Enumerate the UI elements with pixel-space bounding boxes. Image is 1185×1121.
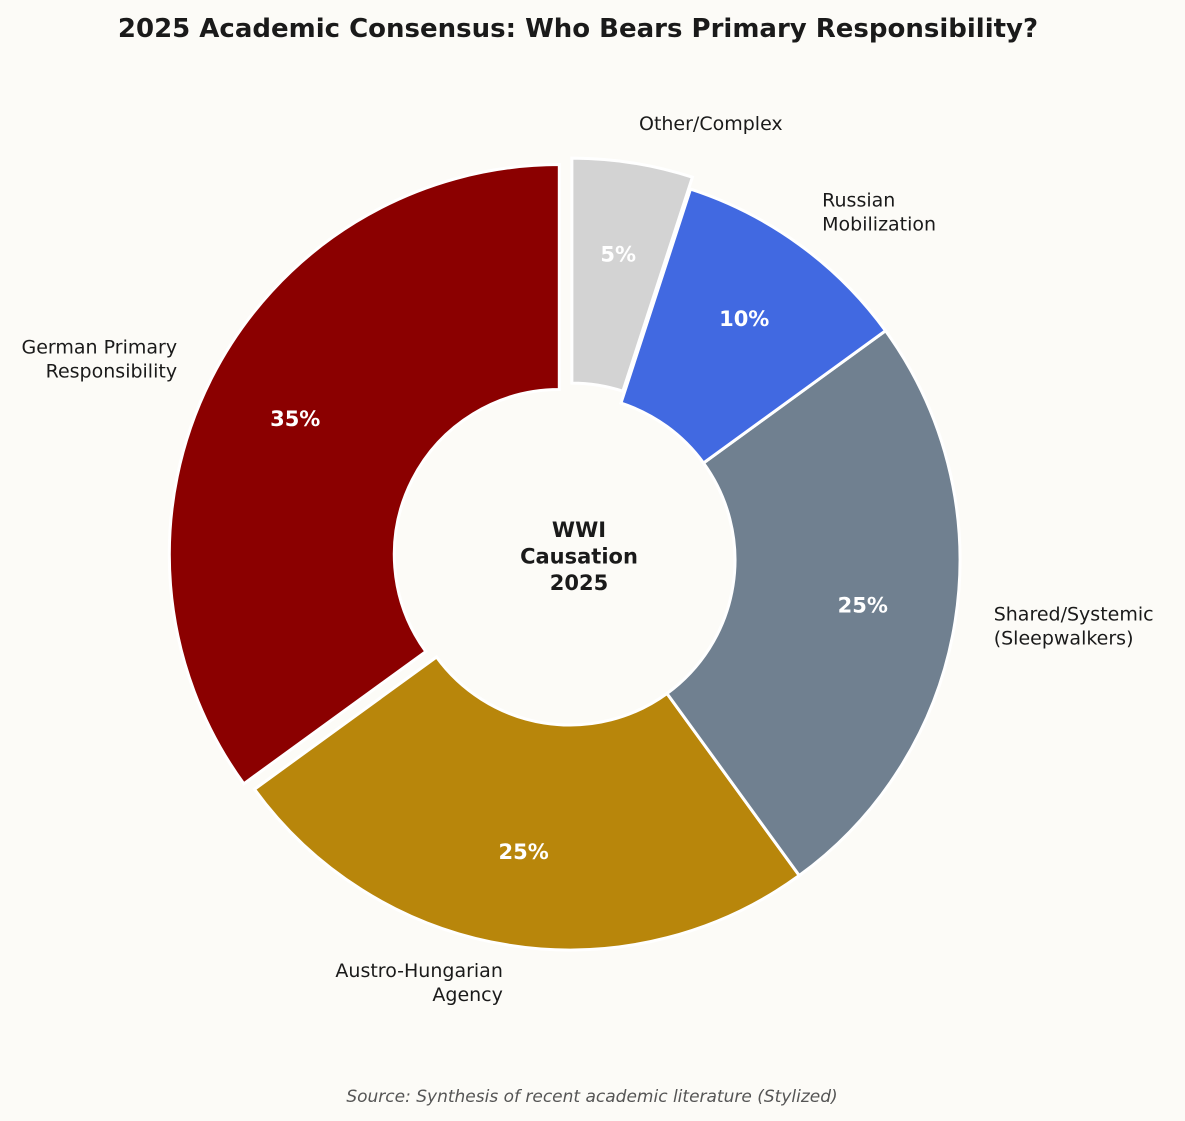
slice-25pct-2 xyxy=(664,328,962,878)
slices xyxy=(167,156,962,952)
pct-label: 35% xyxy=(270,407,320,431)
source-note: Source: Synthesis of recent academic lit… xyxy=(346,1087,837,1107)
slice-10pct-3 xyxy=(619,187,888,466)
slice-35pct-0 xyxy=(167,163,561,786)
chart-title: 2025 Academic Consensus: Who Bears Prima… xyxy=(118,14,1038,44)
slice-25pct-1 xyxy=(252,654,802,952)
labels: German Primary Responsibility 35% Austro-Hu… xyxy=(22,113,1154,1006)
slice-label: Other/Complex xyxy=(639,113,783,135)
pct-label: 25% xyxy=(838,593,888,617)
pct-label: 10% xyxy=(719,307,769,331)
slice-label: Austro-Hungarian Agency xyxy=(335,960,502,1006)
slice-label: German Primary Responsibility xyxy=(22,336,178,382)
pct-label: 5% xyxy=(600,242,636,266)
pct-label: 25% xyxy=(499,840,549,864)
center-label: WWI Causation 2025 xyxy=(520,518,638,595)
slice-label: Shared/Systemic (Sleepwalkers) xyxy=(994,604,1154,650)
slice-label: Russian Mobilization xyxy=(822,189,936,235)
slice-5pct-4 xyxy=(570,156,695,394)
